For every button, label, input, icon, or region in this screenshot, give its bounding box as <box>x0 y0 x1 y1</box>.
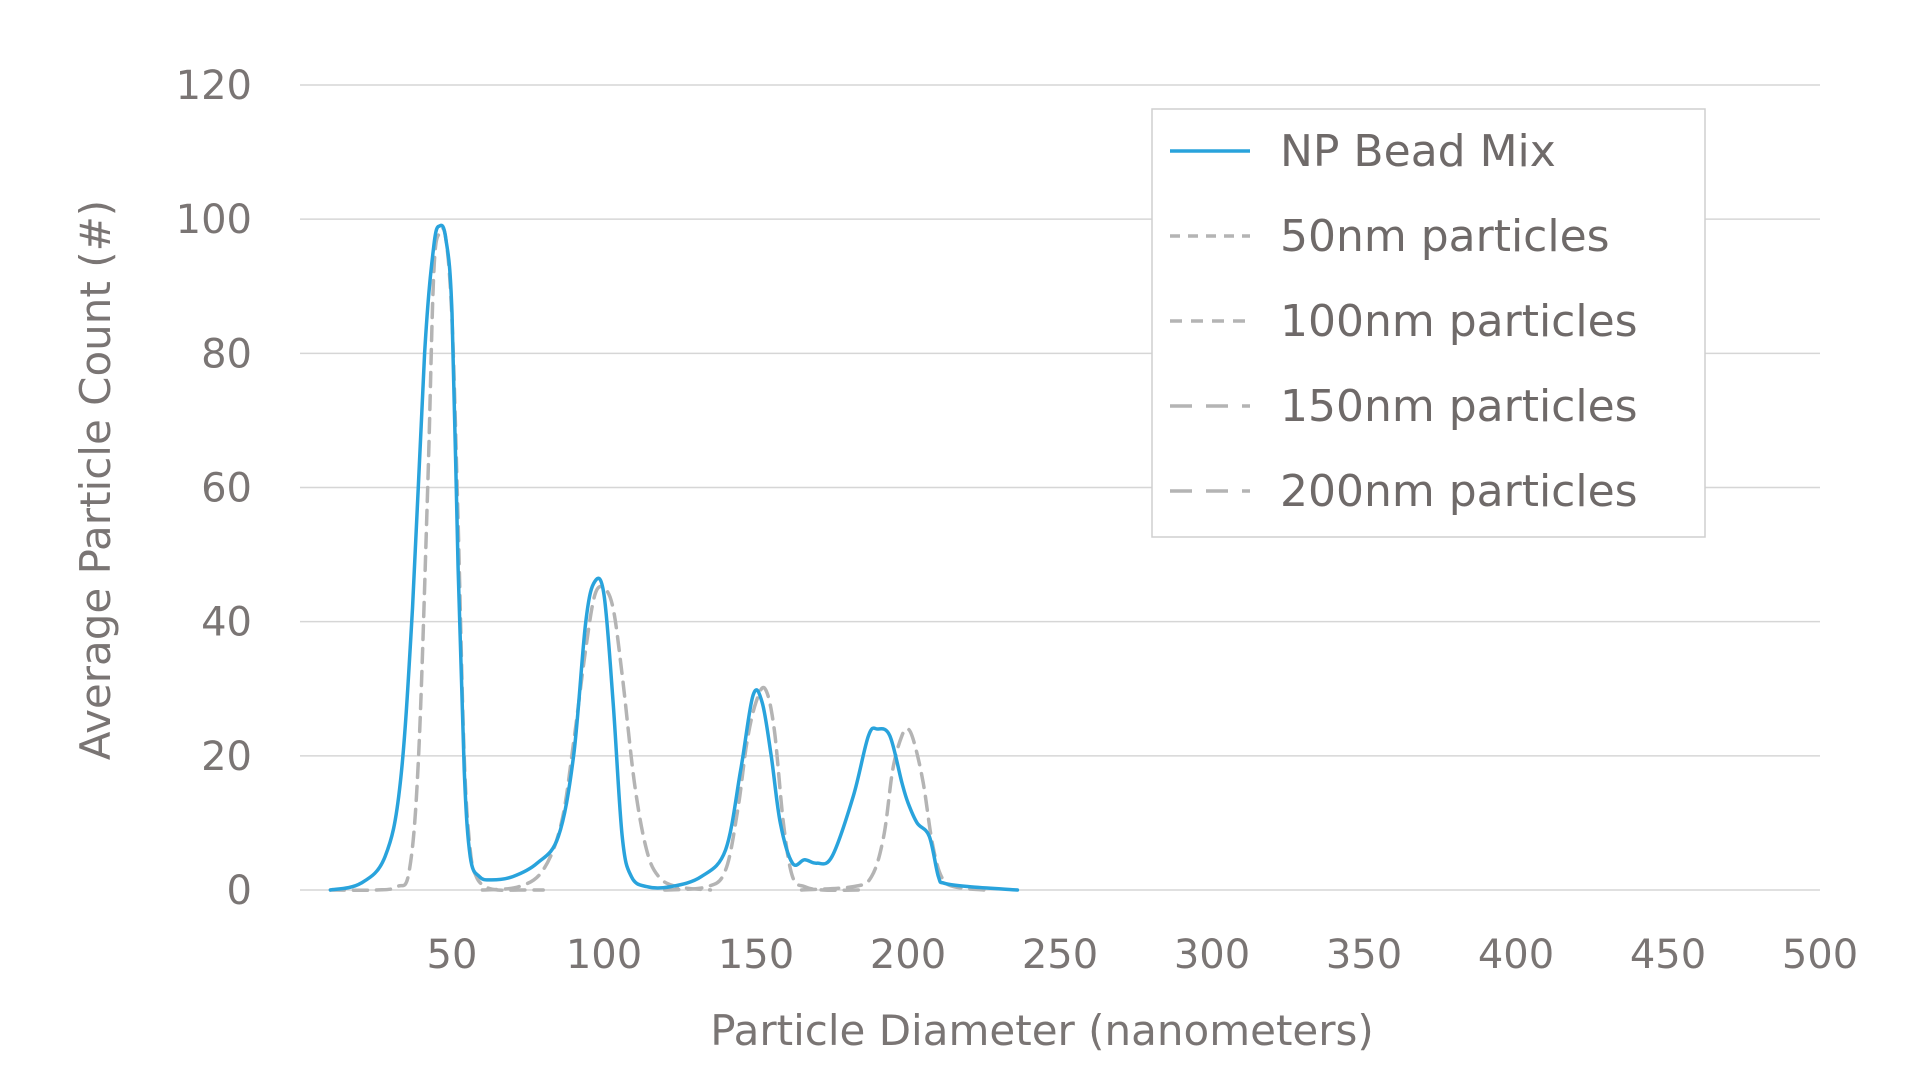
x-tick-label: 250 <box>1022 932 1098 978</box>
x-tick-label: 100 <box>566 932 642 978</box>
y-axis-ticks: 0 20 40 60 80 100 120 <box>176 63 252 914</box>
y-tick-label: 80 <box>201 331 252 377</box>
legend-box <box>1151 108 1706 538</box>
y-axis-title: Average Particle Count (#) <box>71 200 120 760</box>
x-tick-label: 300 <box>1174 932 1250 978</box>
series-line-100nm-particles <box>480 584 713 892</box>
x-axis-ticks: 50 100 150 200 250 300 350 400 450 500 <box>427 932 1859 978</box>
gridlines <box>300 84 1820 891</box>
series-line-np-bead-mix <box>328 223 1020 892</box>
legend-label: NP Bead Mix <box>1280 126 1556 177</box>
y-tick-label: 40 <box>201 600 252 646</box>
y-tick-label: 0 <box>227 868 252 914</box>
series-lines <box>328 223 1020 893</box>
legend-label: 50nm particles <box>1280 211 1610 262</box>
y-tick-label: 120 <box>176 63 252 109</box>
series-line-200nm-particles <box>799 726 986 892</box>
x-axis-title: Particle Diameter (nanometers) <box>710 1006 1374 1055</box>
x-tick-label: 400 <box>1478 932 1554 978</box>
x-tick-label: 50 <box>427 932 478 978</box>
legend-label: 200nm particles <box>1280 466 1638 517</box>
legend-label: 150nm particles <box>1280 381 1638 432</box>
x-tick-label: 350 <box>1326 932 1402 978</box>
legend: NP Bead Mix 50nm particles 100nm particles… <box>1151 108 1706 538</box>
legend-label: 100nm particles <box>1280 296 1638 347</box>
x-tick-label: 500 <box>1782 932 1858 978</box>
x-tick-label: 150 <box>718 932 794 978</box>
y-tick-label: 60 <box>201 466 252 512</box>
x-tick-label: 200 <box>870 932 946 978</box>
y-tick-label: 100 <box>176 197 252 243</box>
x-tick-label: 450 <box>1630 932 1706 978</box>
y-tick-label: 20 <box>201 734 252 780</box>
series-line-50nm-particles <box>328 226 545 893</box>
series-line-150nm-particles <box>663 685 865 893</box>
